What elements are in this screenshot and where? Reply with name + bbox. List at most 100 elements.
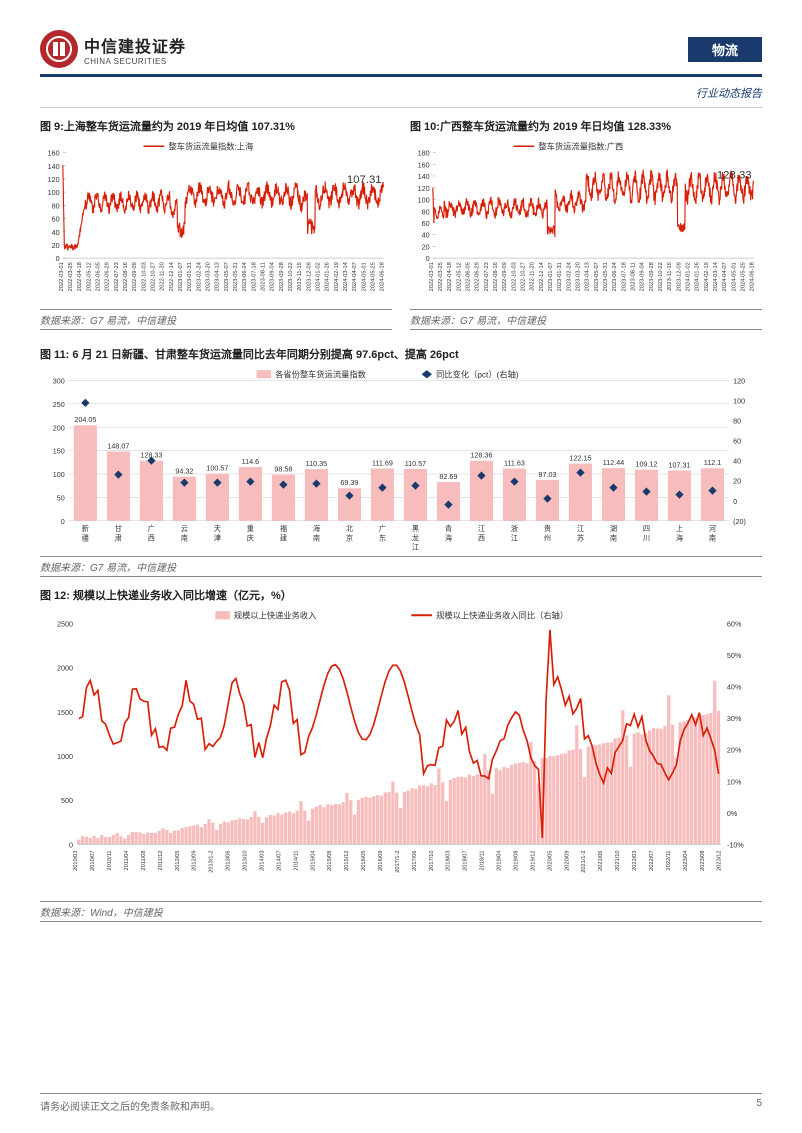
svg-text:2020/05: 2020/05 [547,851,553,871]
svg-text:98.58: 98.58 [274,464,292,473]
svg-text:180: 180 [418,149,430,158]
svg-text:2023-10-22: 2023-10-22 [288,262,294,291]
svg-text:州: 州 [544,533,551,542]
svg-text:2023-11-15: 2023-11-15 [667,262,673,291]
svg-text:140: 140 [48,162,60,171]
svg-text:2023-03-20: 2023-03-20 [575,262,581,291]
figure-12: 图 12: 规模以上快递业务收入同比增速（亿元，%） 规模以上快递业务收入规模以… [40,587,762,922]
svg-text:各省份整车货运流量指数: 各省份整车货运流量指数 [275,369,367,379]
svg-text:2023-01-07: 2023-01-07 [178,262,184,291]
svg-text:2022-07-23: 2022-07-23 [114,262,120,291]
svg-text:2022-12-14: 2022-12-14 [539,262,545,291]
svg-text:建: 建 [280,533,287,542]
svg-text:2023/04: 2023/04 [683,851,689,871]
svg-text:2023-02-24: 2023-02-24 [566,262,572,291]
svg-text:120: 120 [418,184,430,193]
svg-text:250: 250 [53,400,65,409]
svg-text:贵: 贵 [544,524,551,533]
svg-text:2022-06-29: 2022-06-29 [475,262,481,291]
svg-text:2021/06: 2021/06 [598,851,604,871]
svg-text:2018/07: 2018/07 [463,851,469,871]
figure-11-source: 数据来源：G7 易流，中信建投 [40,556,762,577]
svg-text:江: 江 [478,524,485,533]
svg-text:新: 新 [82,524,89,533]
svg-text:江: 江 [511,533,518,542]
svg-text:2024-02-19: 2024-02-19 [334,262,340,291]
svg-text:2022-05-12: 2022-05-12 [86,262,92,291]
figure-11-chart: 各省份整车货运流量指数同比变化（pct）(右轴)0501001502002503… [40,366,762,552]
svg-text:2022-03-01: 2022-03-01 [429,262,435,291]
svg-text:40: 40 [422,231,430,240]
svg-text:80: 80 [52,201,60,210]
svg-text:2015/12: 2015/12 [344,851,350,871]
svg-text:龙: 龙 [412,533,419,542]
svg-text:2024-05-25: 2024-05-25 [371,262,377,291]
svg-text:20%: 20% [727,746,742,755]
svg-text:2022-03-25: 2022-03-25 [438,262,444,291]
svg-text:2022-08-16: 2022-08-16 [123,262,129,291]
svg-text:东: 东 [379,533,386,542]
svg-text:122.15: 122.15 [569,453,591,462]
svg-text:2024-03-14: 2024-03-14 [713,262,719,291]
svg-text:2019/08: 2019/08 [513,851,519,871]
svg-text:2023-12-09: 2023-12-09 [306,262,312,291]
svg-text:60: 60 [733,436,741,445]
figure-9-title: 图 9:上海整车货运流量约为 2019 年日均值 107.31% [40,118,392,134]
svg-text:50: 50 [57,493,65,502]
svg-text:2022-08-16: 2022-08-16 [493,262,499,291]
svg-text:204.05: 204.05 [74,415,96,424]
svg-text:江: 江 [412,542,419,551]
svg-text:2022/07: 2022/07 [649,851,655,871]
company-name-cn: 中信建投证券 [84,33,186,57]
svg-text:2023-04-13: 2023-04-13 [585,262,591,291]
svg-text:300: 300 [53,376,65,385]
figure-9-chart: 整车货运流量指数:上海020406080100120140160107.3120… [40,138,392,304]
svg-text:南: 南 [709,533,716,542]
svg-text:2015/08: 2015/08 [327,851,333,871]
page-number: 5 [756,1098,762,1113]
svg-text:112.1: 112.1 [704,458,722,467]
svg-text:海: 海 [313,524,320,533]
svg-text:0%: 0% [727,809,738,818]
svg-text:111.63: 111.63 [504,458,525,467]
svg-text:南: 南 [181,533,188,542]
svg-text:规模以上快递业务收入: 规模以上快递业务收入 [234,611,317,621]
svg-text:津: 津 [214,533,221,542]
svg-text:2023-04-13: 2023-04-13 [215,262,221,291]
svg-text:40: 40 [52,228,60,237]
svg-text:60: 60 [52,215,60,224]
svg-text:海: 海 [676,533,683,542]
figure-9: 图 9:上海整车货运流量约为 2019 年日均值 107.31% 整车货运流量指… [40,118,392,340]
svg-text:2010/07: 2010/07 [90,851,96,871]
svg-text:2023/12: 2023/12 [717,851,723,871]
svg-text:2024-04-07: 2024-04-07 [352,262,358,291]
svg-text:100: 100 [53,470,65,479]
svg-text:上: 上 [676,524,683,533]
svg-text:2023-05-31: 2023-05-31 [233,262,239,291]
svg-text:2023-05-07: 2023-05-07 [224,262,230,291]
svg-text:30%: 30% [727,714,742,723]
svg-text:60%: 60% [727,620,742,629]
svg-text:1000: 1000 [57,752,73,761]
svg-text:94.32: 94.32 [175,466,193,475]
svg-text:2023-10-22: 2023-10-22 [658,262,664,291]
svg-text:2013/1-2: 2013/1-2 [209,851,215,873]
svg-text:2016/09: 2016/09 [378,851,384,871]
disclaimer-text: 请务必阅读正文之后的免责条款和声明。 [40,1098,220,1113]
svg-text:甘: 甘 [115,524,122,533]
svg-text:2010/11: 2010/11 [107,851,113,871]
svg-text:2023-06-24: 2023-06-24 [612,262,618,291]
svg-text:111.69: 111.69 [372,458,393,467]
svg-text:20: 20 [733,476,741,485]
svg-text:109.12: 109.12 [635,459,657,468]
svg-text:云: 云 [181,524,188,533]
svg-text:60: 60 [422,219,430,228]
svg-text:2023-09-28: 2023-09-28 [649,262,655,291]
svg-text:20: 20 [52,241,60,250]
svg-text:2023-09-04: 2023-09-04 [640,262,646,291]
svg-text:2018/03: 2018/03 [446,851,452,871]
svg-text:2022-03-01: 2022-03-01 [59,262,65,291]
figure-row-9-10: 图 9:上海整车货运流量约为 2019 年日均值 107.31% 整车货运流量指… [40,118,762,340]
svg-text:80: 80 [733,416,741,425]
svg-text:2023-09-28: 2023-09-28 [279,262,285,291]
